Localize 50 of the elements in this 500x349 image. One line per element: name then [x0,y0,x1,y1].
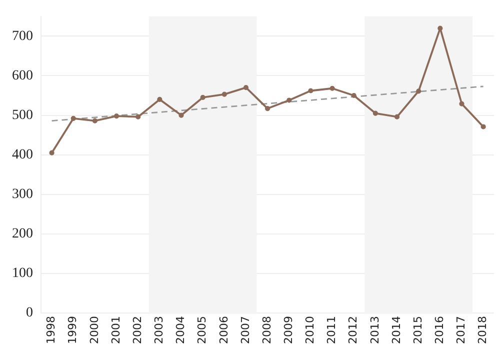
x-tick-label: 2002 [130,316,144,344]
point [351,92,356,98]
point [394,114,400,120]
x-tick-label: 2001 [109,316,122,344]
y-tick-label: 600 [12,68,33,84]
x-tick-label: 1998 [44,316,58,344]
x-tick-label: 2004 [174,316,188,344]
y-tick-label: 200 [12,226,33,242]
point [438,26,443,31]
x-tick-label: 2011 [325,316,338,344]
x-tick-label: 2012 [346,316,360,344]
point [265,106,270,112]
y-tick-label: 0 [26,306,33,321]
x-tick-label: 2015 [411,316,424,344]
x-tick-label: 2006 [217,316,230,344]
y-tick-label: 100 [12,266,33,282]
point [200,94,206,100]
point [243,85,249,90]
point [222,92,227,97]
point [49,150,54,156]
x-tick-label: 2010 [304,316,317,344]
x-tick-label: 2000 [88,316,101,344]
y-tick-label: 400 [12,147,33,162]
x-tick-label: 2017 [454,316,468,344]
x-tick-label: 2013 [368,316,382,344]
x-tick-label: 2008 [260,316,274,344]
point [416,88,422,94]
y-tick-label: 300 [12,187,33,202]
x-tick-label: 2007 [238,316,252,344]
point [114,114,120,119]
point [330,86,335,91]
point [178,112,184,118]
point [157,96,162,102]
point [459,101,464,106]
point [308,88,314,94]
x-tick-label: 2003 [152,316,166,344]
x-tick-label: 2005 [196,316,209,344]
x-tick-label: 2018 [476,316,490,344]
point [136,114,141,120]
x-tick-label: 2016 [433,316,446,344]
point [372,110,378,116]
y-tick-label: 700 [12,28,33,44]
x-tick-label: 2009 [282,316,295,344]
point [286,98,292,103]
y-tick-label: 500 [12,108,33,123]
x-tick-label: 1999 [66,316,80,344]
point [92,118,98,124]
point [70,116,76,121]
point [480,124,486,130]
x-tick-label: 2014 [390,316,403,344]
